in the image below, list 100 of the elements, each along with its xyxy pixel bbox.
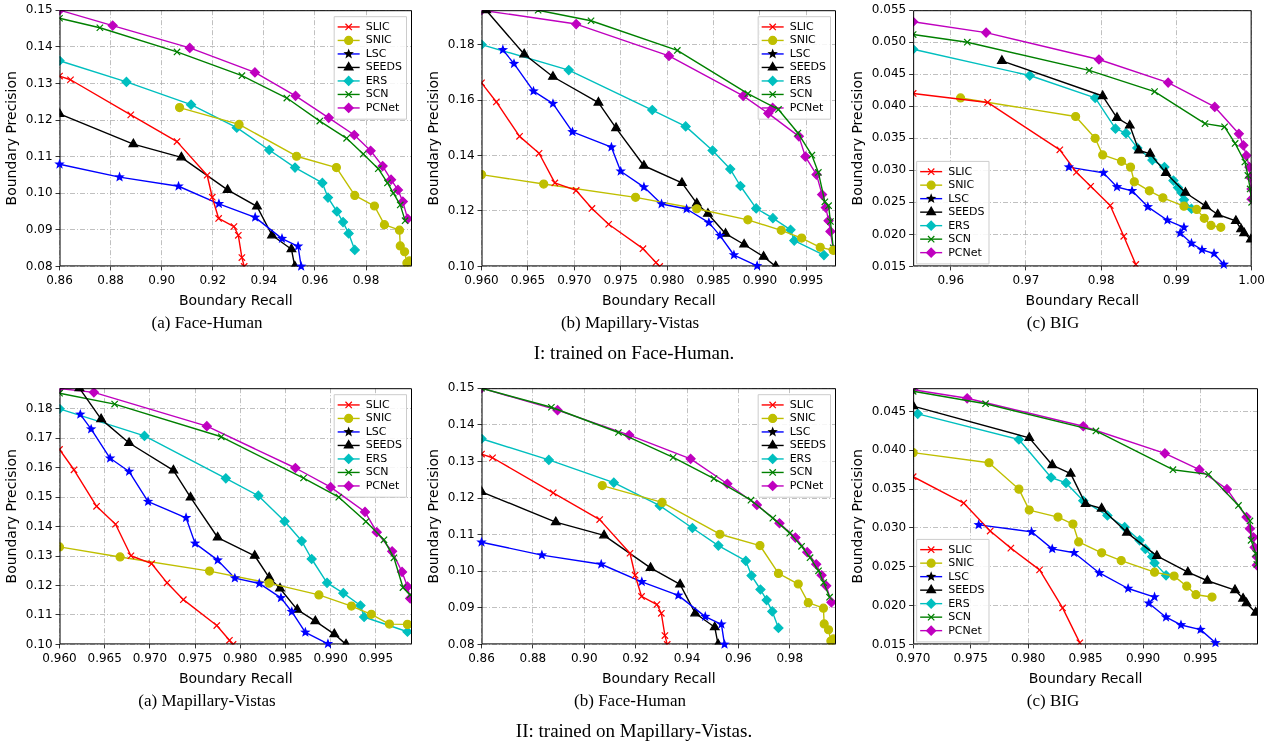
x-tick-label: 0.995: [1183, 650, 1218, 665]
legend-label: SNIC: [365, 33, 393, 47]
x-tick-label: 0.995: [789, 272, 824, 287]
x-axis-title: Boundary Recall: [601, 291, 716, 308]
x-tick-label: 0.995: [358, 650, 394, 665]
legend-label: PCNet: [948, 623, 983, 637]
x-tick-label: 0.985: [1068, 650, 1103, 665]
y-tick-label: 0.10: [25, 636, 53, 651]
y-tick-label: 0.10: [25, 185, 53, 200]
y-tick-label: 0.11: [25, 607, 53, 622]
x-tick-label: 0.90: [148, 272, 176, 287]
y-tick-label: 0.12: [447, 490, 475, 505]
y-tick-label: 0.08: [447, 636, 475, 651]
y-tick-label: 0.15: [447, 380, 475, 395]
y-tick-label: 0.16: [447, 92, 475, 107]
y-tick-label: 0.08: [25, 258, 53, 273]
x-tick-label: 0.970: [895, 650, 931, 665]
y-tick-label: 0.13: [447, 453, 475, 468]
x-tick-label: 0.86: [468, 650, 495, 665]
y-tick-label: 0.040: [871, 98, 907, 113]
legend-label: LSC: [365, 46, 387, 60]
y-tick-label: 0.050: [871, 34, 907, 49]
x-tick-label: 0.990: [742, 272, 778, 287]
y-tick-label: 0.09: [447, 599, 475, 614]
legend-label: PCNet: [789, 478, 824, 492]
x-tick-label: 0.965: [87, 650, 122, 665]
legend-label: SLIC: [948, 164, 973, 178]
legend-label: LSC: [948, 569, 970, 583]
y-tick-label: 0.16: [25, 459, 53, 474]
legend-label: LSC: [789, 46, 811, 60]
x-tick-label: 0.99: [1163, 272, 1190, 287]
x-tick-label: 0.92: [622, 650, 649, 665]
y-tick-label: 0.015: [871, 258, 907, 273]
x-tick-label: 0.990: [313, 650, 348, 665]
y-axis-title: Boundary Precision: [849, 71, 866, 206]
legend-label: SLIC: [948, 542, 973, 556]
y-tick-label: 0.12: [447, 203, 475, 218]
legend-label: SEEDS: [365, 60, 403, 74]
x-tick-label: 0.94: [250, 272, 278, 287]
legend-label: LSC: [365, 424, 387, 438]
x-tick-label: 0.975: [953, 650, 988, 665]
x-tick-label: 0.98: [1087, 272, 1115, 287]
y-tick-label: 0.030: [871, 520, 907, 535]
text: II: trained on Mapillary-Vistas.: [514, 720, 754, 742]
legend-label: SNIC: [789, 33, 817, 47]
y-axis-title: Boundary Precision: [849, 449, 866, 584]
legend-label: ERS: [948, 218, 970, 232]
legend-label: SCN: [789, 465, 813, 479]
y-tick-label: 0.020: [871, 226, 907, 241]
y-tick-label: 0.14: [447, 147, 475, 162]
x-tick-label: 0.88: [519, 650, 547, 665]
legend-label: SEEDS: [789, 438, 827, 452]
y-tick-label: 0.12: [25, 112, 53, 127]
x-tick-label: 0.98: [776, 650, 804, 665]
y-tick-label: 0.09: [25, 221, 53, 236]
x-tick-label: 0.86: [46, 272, 73, 287]
legend-label: SEEDS: [948, 583, 985, 597]
legend-label: ERS: [365, 73, 388, 87]
legend-label: SLIC: [789, 397, 815, 411]
x-tick-label: 0.980: [1010, 650, 1046, 665]
legend-label: ERS: [948, 596, 970, 610]
x-axis-title: Boundary Recall: [1028, 669, 1143, 686]
x-tick-label: 0.88: [97, 272, 124, 287]
legend-label: SCN: [948, 232, 972, 246]
y-tick-label: 0.025: [871, 558, 907, 573]
text: (a) Mapillary-Vistas: [138, 691, 276, 711]
y-tick-label: 0.10: [447, 563, 475, 578]
legend-label: SCN: [365, 87, 389, 101]
legend-label: SEEDS: [789, 60, 827, 74]
x-tick-label: 0.96: [937, 272, 965, 287]
y-tick-label: 0.15: [25, 2, 53, 17]
y-tick-label: 0.18: [447, 36, 475, 51]
legend-label: SLIC: [365, 19, 391, 33]
y-axis-title: Boundary Precision: [425, 449, 442, 584]
x-tick-label: 0.980: [223, 650, 258, 665]
x-tick-label: 0.985: [268, 650, 303, 665]
legend-label: ERS: [365, 451, 388, 465]
y-axis-title: Boundary Precision: [3, 71, 20, 206]
y-tick-label: 0.030: [871, 162, 907, 177]
x-tick-label: 0.92: [199, 272, 227, 287]
text: (a) Face-Human: [151, 313, 263, 333]
x-tick-label: 0.990: [1125, 650, 1161, 665]
legend-label: SCN: [365, 465, 389, 479]
y-tick-label: 0.11: [25, 148, 53, 163]
y-tick-label: 0.13: [25, 548, 53, 563]
x-tick-label: 0.96: [725, 650, 752, 665]
legend-label: LSC: [948, 191, 970, 205]
legend-label: SEEDS: [948, 205, 985, 219]
x-tick-label: 0.97: [1012, 272, 1040, 287]
legend-label: PCNet: [365, 478, 400, 492]
legend-label: PCNet: [789, 100, 824, 114]
legend-label: SLIC: [365, 397, 391, 411]
x-tick-label: 0.970: [557, 272, 592, 287]
text: (b) Face-Human: [574, 691, 687, 711]
x-tick-label: 0.970: [132, 650, 168, 665]
y-tick-label: 0.17: [25, 430, 53, 445]
y-tick-label: 0.14: [25, 518, 53, 533]
x-tick-label: 0.94: [673, 650, 701, 665]
y-tick-label: 0.11: [447, 526, 475, 541]
legend-label: ERS: [789, 73, 812, 87]
